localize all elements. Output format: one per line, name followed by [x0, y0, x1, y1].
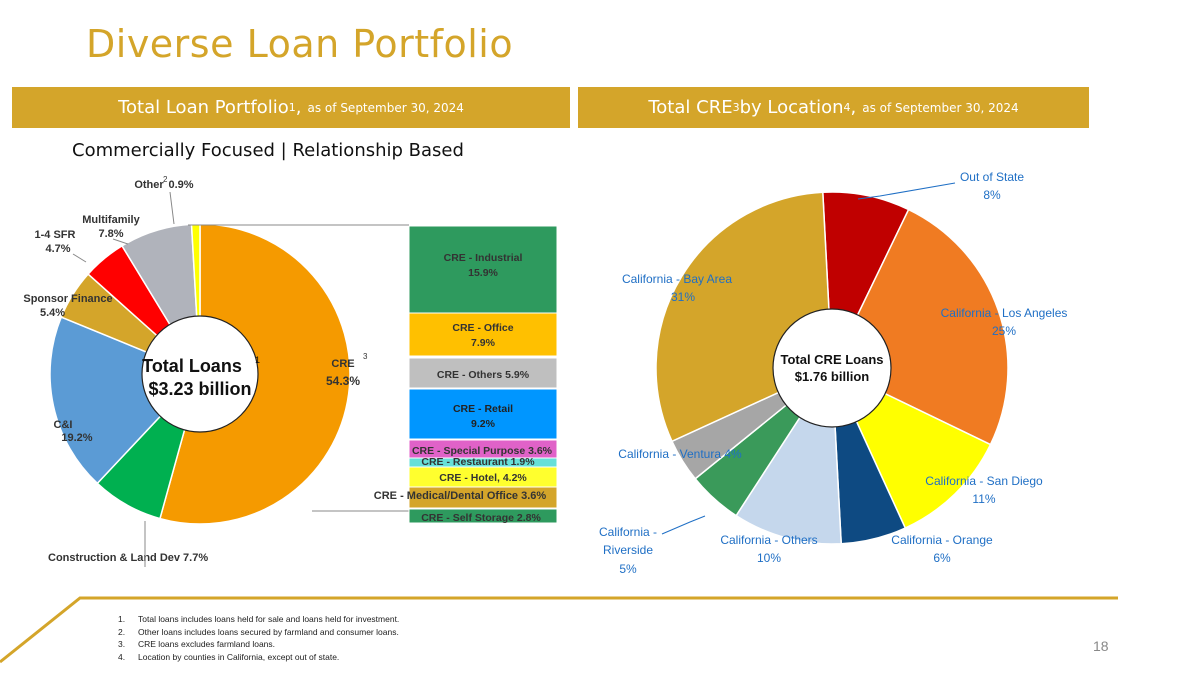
footnote-2: 2. Other loans includes loans secured by …: [118, 626, 399, 639]
page-number: 18: [1093, 638, 1109, 654]
slice-value: 19.2%: [61, 432, 92, 444]
slice-value: 0.9%: [168, 179, 193, 191]
slice-label: California - Orange: [891, 533, 993, 547]
banner-right-date: as of September 30, 2024: [862, 100, 1019, 115]
donut-hole: [772, 308, 892, 428]
segment-label: CRE - Self Storage 2.8%: [421, 512, 541, 524]
segment-label: CRE - Special Purpose 3.6%: [412, 445, 553, 457]
leader-line: [72, 253, 87, 263]
segment-value: 9.2%: [471, 418, 496, 430]
bar-segment: [408, 357, 558, 389]
slice-label: Out of State: [960, 170, 1024, 184]
center-label-value: $3.23 billion: [148, 379, 251, 399]
segment-label: CRE - Others 5.9%: [437, 369, 530, 381]
slice-value: 10%: [757, 551, 781, 565]
footnote-3: 3. CRE loans excludes farmland loans.: [118, 638, 399, 651]
slice-label: California - San Diego: [925, 474, 1043, 488]
banner-left-date: as of September 30, 2024: [307, 100, 464, 115]
footnotes: 1. Total loans includes loans held for sa…: [118, 613, 399, 663]
bar-segment: [408, 486, 558, 509]
footnote-text: Other loans includes loans secured by fa…: [138, 626, 399, 637]
slice-value: 6%: [933, 551, 951, 565]
page-title: Diverse Loan Portfolio: [86, 22, 514, 66]
footnote-text: CRE loans excludes farmland loans.: [138, 639, 276, 649]
slice-value: 31%: [671, 290, 695, 304]
slice-label: California - Los Angeles: [941, 306, 1068, 320]
footnote-num: 2.: [118, 626, 126, 637]
slice-label: California - Others: [720, 533, 817, 547]
slice-label-sup: 3: [363, 352, 368, 361]
slice-value: 7.8%: [98, 228, 123, 240]
banner-right-main: Total CRE: [648, 97, 733, 118]
subtitle: Commercially Focused | Relationship Base…: [72, 140, 464, 161]
slice-label-sup: 2: [163, 175, 168, 184]
footnote-4: 4. Location by counties in California, ex…: [118, 651, 399, 664]
slice-label: Riverside: [603, 543, 653, 557]
slice-value: 11%: [972, 492, 995, 506]
segment-label: CRE - Hotel, 4.2%: [439, 472, 527, 484]
slice-label: Other: [134, 179, 164, 191]
slice-value: 25%: [992, 324, 1016, 338]
segment-value: 15.9%: [468, 267, 498, 279]
banner-left-comma: ,: [295, 97, 302, 118]
center-label-title: Total Loans: [142, 356, 242, 376]
leader-line: [661, 515, 706, 535]
footnote-text: Location by counties in California, exce…: [138, 651, 340, 662]
leader-line: [169, 191, 175, 225]
slice-value: 5.4%: [40, 307, 65, 319]
donut-hole: [141, 315, 259, 433]
segment-label: CRE - Office: [452, 322, 513, 334]
footnote-num: 4.: [118, 651, 126, 662]
slice-label: Construction & Land Dev 7.7%: [48, 552, 208, 564]
slice-label: California -: [599, 525, 657, 539]
center-label-value: $1.76 billion: [795, 369, 869, 384]
segment-label: CRE - Restaurant 1.9%: [421, 456, 535, 468]
slice-label: C&I: [54, 419, 73, 431]
slice-label: California - Ventura 4%: [618, 447, 742, 461]
slice-value: 4.7%: [45, 243, 70, 255]
slice-label: 1-4 SFR: [35, 229, 76, 241]
segment-label: CRE - Retail: [453, 403, 513, 415]
bar-segment: [408, 388, 558, 440]
slice-value: 54.3%: [326, 374, 360, 388]
banner-total-loan-portfolio: Total Loan Portfolio 1, as of September …: [12, 87, 570, 128]
bar-segment: [408, 312, 558, 357]
footnote-num: 1.: [118, 614, 126, 624]
slice-label: CRE: [331, 358, 354, 370]
bar-segment: [408, 225, 558, 314]
leader-line: [112, 238, 129, 245]
center-label-sup: 1: [255, 355, 260, 365]
slice-label: Sponsor Finance: [23, 293, 112, 305]
slice-value: 5%: [619, 562, 637, 576]
segment-label: CRE - Medical/Dental Office 3.6%: [374, 490, 547, 502]
center-label-title: Total CRE Loans: [780, 352, 883, 367]
footnote-text: Total loans includes loans held for sale…: [138, 614, 400, 624]
banner-left-sup: 1: [288, 101, 296, 114]
banner-right-comma: ,: [850, 97, 857, 118]
banner-left-main: Total Loan Portfolio: [118, 97, 289, 118]
leader-line: [857, 182, 956, 200]
slice-value: 8%: [983, 188, 1001, 202]
banner-right-sup2: 4: [843, 101, 851, 114]
footnote-num: 3.: [118, 639, 126, 649]
slice-label: California - Bay Area: [622, 272, 732, 286]
banner-right-sup: 3: [732, 101, 740, 114]
segment-value: 7.9%: [471, 337, 496, 349]
bar-segment: [408, 508, 558, 524]
banner-total-cre-location: Total CRE 3 by Location 4, as of Septemb…: [578, 87, 1089, 128]
banner-right-main2: by Location: [739, 97, 844, 118]
footnote-1: 1. Total loans includes loans held for sa…: [118, 613, 399, 626]
segment-label: CRE - Industrial: [444, 252, 523, 264]
slice-label: Multifamily: [82, 214, 140, 226]
